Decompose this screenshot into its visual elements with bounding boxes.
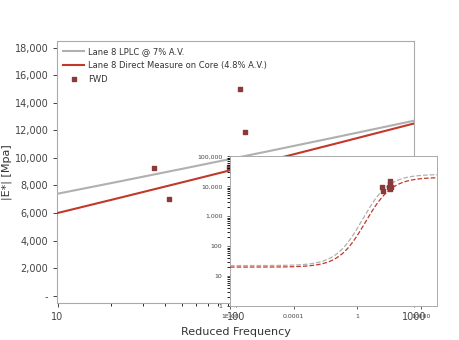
FWD [225, 164, 232, 170]
FWD [241, 129, 248, 134]
Line: Lane 8 LPLC @ 7% A.V.: Lane 8 LPLC @ 7% A.V. [49, 120, 417, 196]
Point [384, 185, 392, 190]
Lane 8 LPLC @ 7% A.V. [192, 164, 197, 168]
Lane 8 LPLC @ 7% A.V. [46, 193, 52, 198]
Lane 8 Direct Measure on Core (4.8% A.V.) [278, 155, 283, 159]
Lane 8 LPLC @ 7% A.V. [414, 118, 420, 122]
Lane 8 LPLC @ 7% A.V. [313, 139, 319, 143]
Lane 8 Direct Measure on Core (4.8% A.V.) [46, 213, 52, 217]
Lane 8 Direct Measure on Core (4.8% A.V.) [192, 177, 197, 181]
Point [377, 185, 385, 190]
Point [385, 178, 392, 184]
X-axis label: Reduced Frequency: Reduced Frequency [180, 327, 290, 337]
Lane 8 LPLC @ 7% A.V. [166, 169, 172, 173]
Lane 8 LPLC @ 7% A.V. [278, 147, 283, 151]
Lane 8 LPLC @ 7% A.V. [312, 139, 317, 143]
Lane 8 Direct Measure on Core (4.8% A.V.) [91, 202, 96, 206]
Lane 8 Direct Measure on Core (4.8% A.V.) [166, 184, 172, 188]
Point [386, 181, 393, 187]
FWD [165, 197, 172, 202]
Line: Lane 8 Direct Measure on Core (4.8% A.V.): Lane 8 Direct Measure on Core (4.8% A.V.… [49, 122, 417, 215]
FWD [244, 185, 252, 190]
Lane 8 LPLC @ 7% A.V. [91, 185, 96, 189]
FWD [151, 165, 158, 170]
Lane 8 Direct Measure on Core (4.8% A.V.) [313, 146, 319, 150]
Point [386, 187, 393, 192]
Legend: Lane 8 LPLC @ 7% A.V., Lane 8 Direct Measure on Core (4.8% A.V.), FWD: Lane 8 LPLC @ 7% A.V., Lane 8 Direct Mea… [62, 45, 269, 85]
Lane 8 Direct Measure on Core (4.8% A.V.) [312, 147, 317, 151]
Lane 8 Direct Measure on Core (4.8% A.V.) [414, 120, 420, 124]
FWD [251, 158, 258, 164]
Point [386, 184, 394, 189]
FWD [235, 86, 243, 92]
Point [379, 188, 386, 194]
Y-axis label: |E*| [Mpa]: |E*| [Mpa] [1, 144, 12, 200]
